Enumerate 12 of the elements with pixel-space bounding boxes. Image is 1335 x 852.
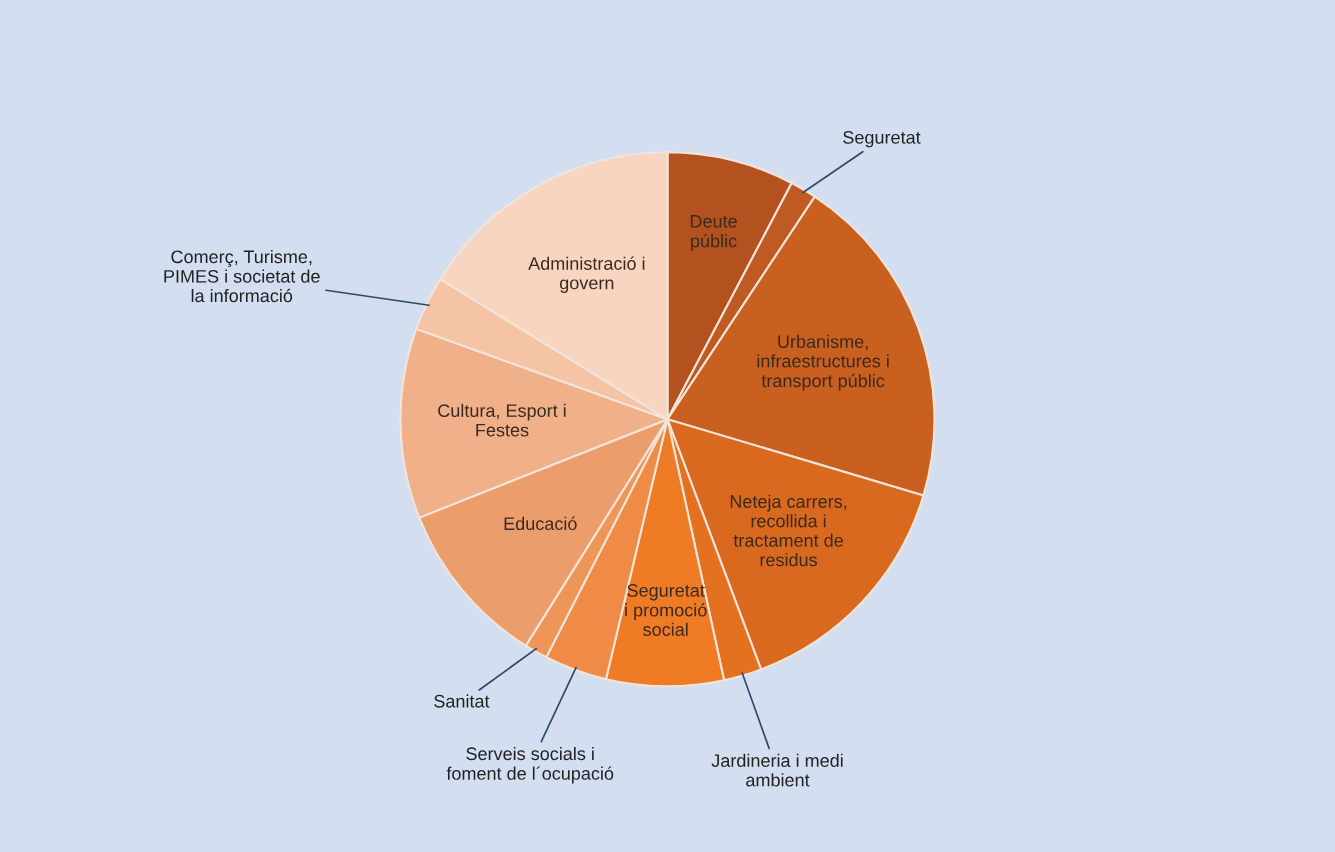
slice-label: Cultura, Esport i Festes — [438, 403, 566, 437]
slice-label: Jardineria i medi ambient — [711, 753, 843, 787]
slice-label: Deute públic — [690, 215, 737, 251]
slice-label: Urbanisme, infraestructures i transport públic — [757, 334, 889, 391]
slice-label: Comerç, Turisme, PIMES i societat de la informació — [164, 249, 320, 303]
slice-label: Sanitat — [434, 694, 490, 708]
slice-label: Serveis socials i foment de l´ocupació — [446, 746, 614, 784]
slice-label: Seguretat i promoció social — [625, 584, 707, 636]
slice-label: Educació — [504, 516, 577, 531]
slice-label: Administració i govern — [528, 256, 645, 293]
slice-label: Seguretat — [843, 131, 921, 148]
slice-label: Neteja carrers, recollida i tractament de residus — [730, 494, 847, 567]
